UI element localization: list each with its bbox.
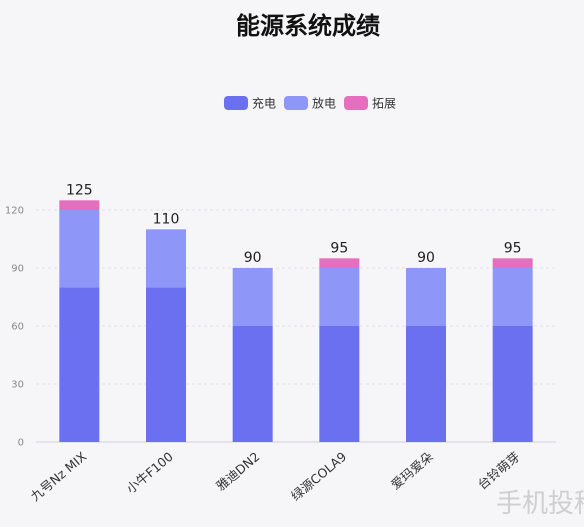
y-tick-label-1: 30 xyxy=(11,380,24,391)
legend-swatch-2[interactable] xyxy=(344,96,368,110)
bar-4-1[interactable] xyxy=(406,268,446,326)
x-tick-label-2: 雅迪DN2 xyxy=(213,449,262,494)
total-label-1: 110 xyxy=(153,211,180,227)
y-tick-label-3: 90 xyxy=(11,264,24,275)
y-tick-label-2: 60 xyxy=(11,322,24,333)
total-labels: 125 110 90 95 90 95 xyxy=(66,182,522,266)
bar-1-1[interactable] xyxy=(146,229,186,288)
legend-swatch-1[interactable] xyxy=(284,96,308,110)
bar-3-2[interactable] xyxy=(319,258,360,268)
bar-2-0[interactable] xyxy=(232,326,273,442)
legend-label-0: 充电 xyxy=(252,96,276,111)
y-axis: 0 30 60 90 120 xyxy=(5,206,24,449)
y-tick-label-0: 0 xyxy=(18,438,24,449)
bar-4-0[interactable] xyxy=(406,326,446,442)
bar-5-2[interactable] xyxy=(492,258,533,268)
watermark: 手机投稿 xyxy=(496,489,584,519)
bar-3-1[interactable] xyxy=(319,268,360,326)
bar-1-0[interactable] xyxy=(146,287,186,442)
bar-0-0[interactable] xyxy=(59,287,100,442)
grid xyxy=(36,209,556,443)
x-axis: 九号Nz MIX 小牛F100 雅迪DN2 绿源COLA9 爱玛爱朵 台铃萌芽 xyxy=(28,448,523,503)
x-tick-label-1: 小牛F100 xyxy=(123,449,176,497)
bar-5-1[interactable] xyxy=(492,268,533,326)
x-tick-label-3: 绿源COLA9 xyxy=(288,449,349,504)
y-tick-label-4: 120 xyxy=(5,206,24,217)
legend-swatch-0[interactable] xyxy=(224,96,248,110)
total-label-0: 125 xyxy=(66,182,93,198)
bar-3-0[interactable] xyxy=(319,326,360,442)
legend: 充电 放电 拓展 xyxy=(224,96,396,111)
bar-0-1[interactable] xyxy=(59,210,100,288)
bars xyxy=(59,200,533,442)
legend-label-1: 放电 xyxy=(312,96,336,111)
legend-label-2: 拓展 xyxy=(372,97,396,111)
total-label-2: 90 xyxy=(244,250,262,266)
bar-2-1[interactable] xyxy=(232,268,273,326)
x-tick-label-0: 九号Nz MIX xyxy=(28,449,90,504)
total-label-5: 95 xyxy=(504,240,522,256)
x-tick-label-4: 爱玛爱朵 xyxy=(388,448,436,492)
total-label-4: 90 xyxy=(417,250,435,266)
total-label-3: 95 xyxy=(330,240,348,256)
bar-5-0[interactable] xyxy=(492,326,533,442)
x-tick-label-5: 台铃萌芽 xyxy=(475,449,523,493)
bar-0-2[interactable] xyxy=(59,200,100,210)
chart-title: 能源系统成绩 xyxy=(236,12,380,40)
